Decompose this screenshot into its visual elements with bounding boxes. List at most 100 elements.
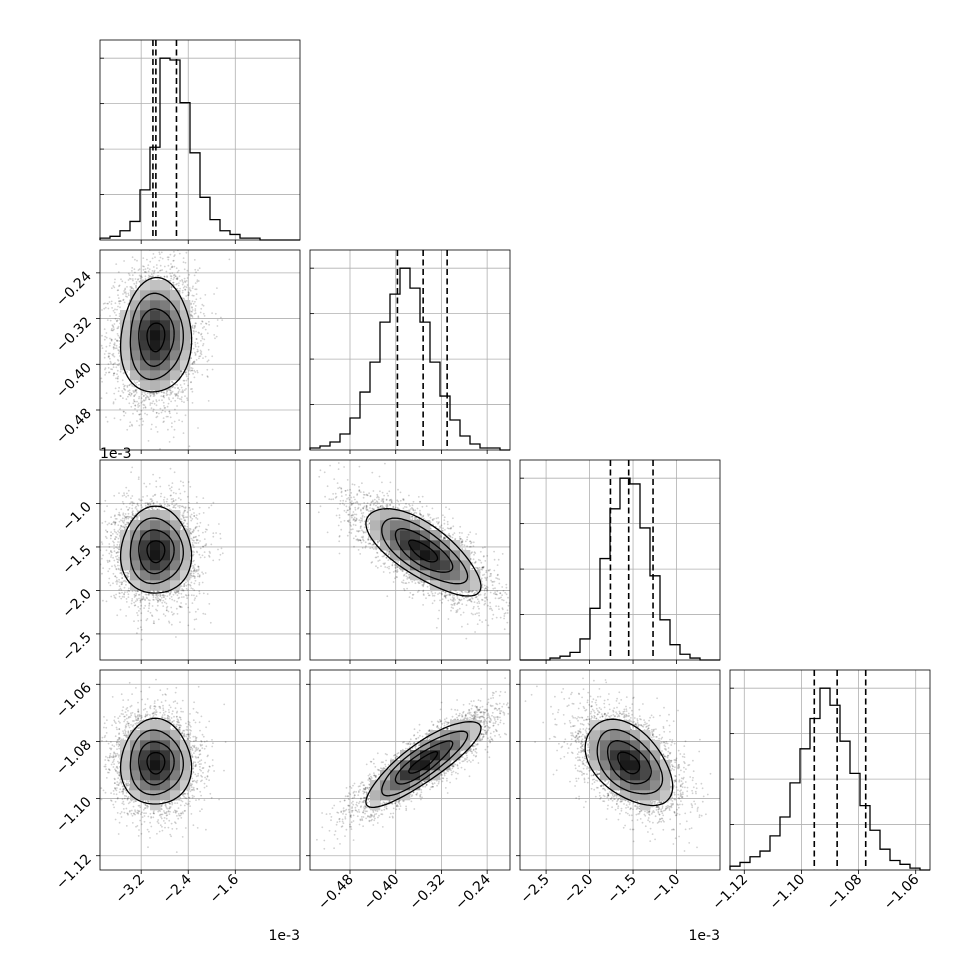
scatter-point [181,589,184,592]
scatter-point [184,281,187,284]
scatter-point [189,221,191,223]
scatter-point [117,271,120,273]
scatter-point [170,591,172,594]
scatter-point [211,368,214,371]
scatter-point [144,270,147,273]
scatter-point [112,346,115,349]
scatter-point [165,270,168,273]
scatter-point [198,512,201,515]
scatter-point [193,577,196,579]
scatter-point [166,390,168,393]
scatter-point [135,285,137,288]
scatter-point [190,310,193,313]
scatter-point [105,392,108,394]
scatter-point [148,398,151,401]
scatter-point [147,503,150,506]
scatter-point [115,593,117,596]
scatter-point [135,384,138,386]
scatter-point [136,381,139,384]
scatter-point [193,313,196,315]
scatter-point [153,271,156,273]
density-cell [160,310,171,321]
scatter-point [193,569,196,572]
scatter-point [168,410,171,413]
scatter-point [123,290,125,292]
scatter-point [149,260,152,263]
scatter-point [194,371,197,373]
scatter-point [117,364,120,367]
scatter-point [186,399,189,401]
scatter-point [121,280,124,283]
scatter-point [211,312,214,314]
scatter-point [134,393,137,396]
scatter-point [109,315,111,317]
scatter-point [111,329,114,332]
scatter-point [192,362,194,364]
density-cell [150,350,161,361]
scatter-point [129,391,131,394]
histogram-step [309,267,510,451]
scatter-point [135,286,138,289]
scatter-point [204,355,207,358]
scatter-point [146,503,149,506]
scatter-point [124,579,126,582]
scatter-point [191,367,194,370]
scatter-point [130,287,133,290]
scatter-point [134,404,137,407]
scatter-point [130,286,133,288]
scatter-point [185,251,188,254]
scatter-point [160,395,163,397]
scatter-point [191,324,194,327]
scatter-point [94,397,96,399]
scatter-point [116,377,119,379]
histogram-step [99,57,300,241]
scatter-point [129,394,132,397]
scatter-point [180,370,183,373]
scatter-point [159,593,162,596]
scatter-point [170,266,173,269]
scatter-point [188,292,190,295]
scatter-point [167,415,169,418]
scatter-point [190,302,193,305]
scatter-point [138,380,140,382]
scatter-point [138,404,141,407]
scatter-point [114,347,117,350]
scatter-point [171,422,173,424]
scatter-point [193,360,196,363]
scatter-point [177,269,180,272]
scatter-point [193,360,195,363]
scatter-point [124,571,127,574]
scatter-point [137,402,140,405]
scatter-point [111,287,113,290]
scatter-point [152,400,155,403]
scatter-point [162,596,165,598]
scatter-point [119,300,122,302]
scatter-point [170,393,173,395]
scatter-point [169,394,171,396]
scatter-point [128,393,131,396]
scatter-point [133,381,136,383]
scatter-point [113,372,116,375]
scatter-point [114,521,117,524]
scatter-point [92,334,94,336]
scatter-point [114,302,117,305]
scatter-point [117,513,120,516]
scatter-point [144,397,147,399]
scatter-point [152,266,155,268]
scatter-point [175,492,177,495]
scatter-point [185,371,188,373]
scatter-point [162,394,165,397]
scatter-point [101,309,103,311]
scatter-point [112,309,115,312]
scatter-point [118,300,120,303]
scatter-point [114,398,117,401]
scatter-point [182,261,185,264]
scatter-point [200,307,203,310]
scatter-point [141,393,144,396]
scatter-point [197,569,200,572]
scatter-point [118,595,121,598]
scatter-point [170,263,172,265]
scatter-point [104,374,106,376]
scatter-point [186,284,189,286]
scatter-point [141,417,143,420]
